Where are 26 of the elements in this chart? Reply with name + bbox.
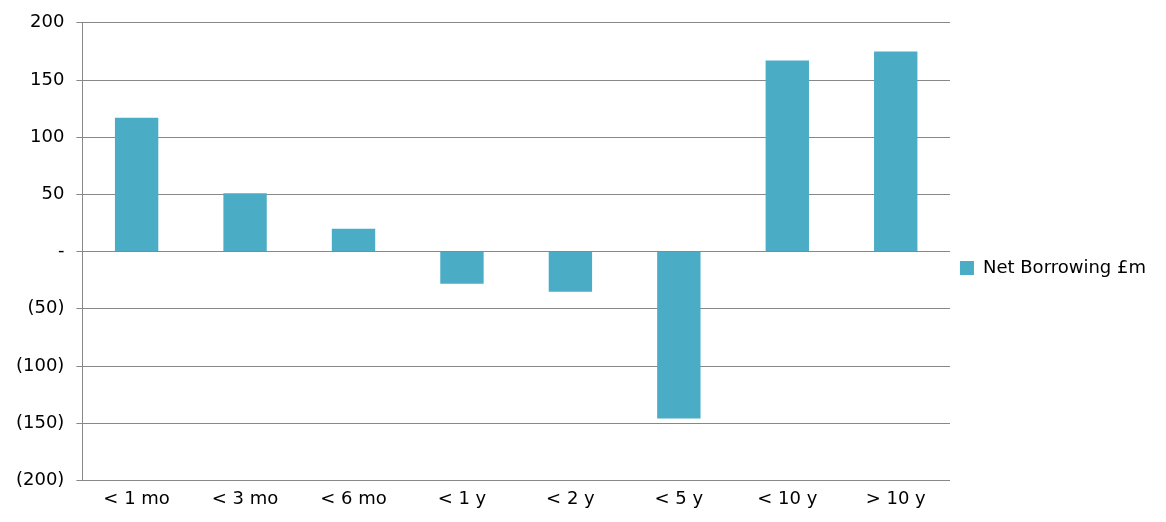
- bar: [874, 51, 918, 252]
- x-tick-label: < 1 mo: [103, 486, 170, 508]
- bar: [657, 252, 701, 419]
- y-tick-label: 100: [30, 124, 65, 146]
- y-tick-label: 200: [30, 10, 65, 32]
- x-tick-label: > 10 y: [865, 486, 927, 508]
- y-tick-label: -: [57, 239, 65, 261]
- bar: [331, 228, 376, 252]
- x-tick-label: < 5 y: [654, 486, 704, 508]
- x-tick-label: < 2 y: [546, 486, 596, 508]
- x-tick-label: < 10 y: [757, 486, 818, 508]
- legend-label: Net Borrowing £m: [982, 255, 1146, 277]
- bar: [114, 117, 159, 252]
- y-tick-label: 50: [41, 182, 65, 204]
- bar: [223, 193, 267, 252]
- y-tick-label: (100): [16, 353, 65, 375]
- y-tick-label: (50): [27, 296, 65, 318]
- bar: [548, 252, 593, 292]
- y-tick-label: (200): [16, 468, 65, 490]
- x-tick-label: < 3 mo: [211, 486, 279, 508]
- bar: [440, 252, 484, 284]
- y-tick-label: (150): [16, 410, 65, 432]
- y-tick-label: 150: [30, 67, 65, 89]
- bar: [765, 60, 809, 252]
- x-tick-label: < 1 y: [437, 486, 487, 508]
- x-tick-label: < 6 mo: [320, 486, 387, 508]
